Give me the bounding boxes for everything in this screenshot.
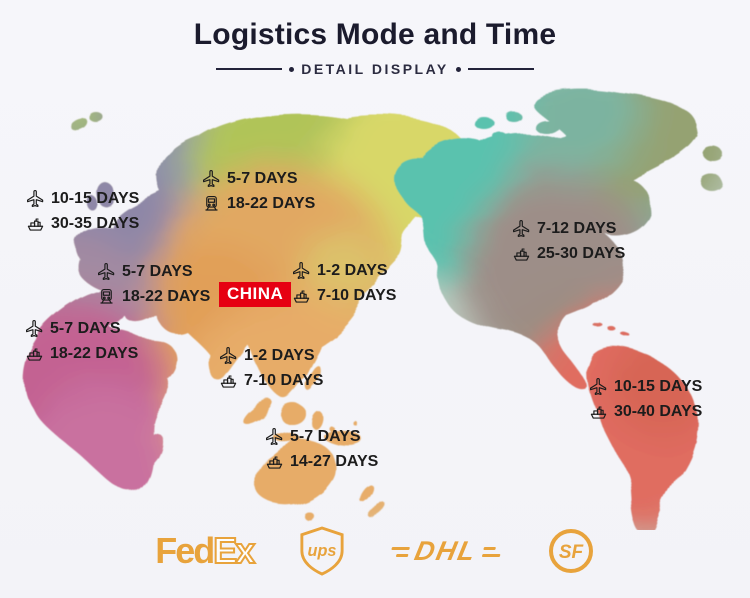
ups-wordmark: ups (308, 542, 337, 560)
air-days-text: 1-2 DAYS (317, 261, 388, 279)
air-days-text: 5-7 DAYS (50, 319, 121, 337)
sf-wordmark: SF (559, 542, 585, 563)
shipping-time-label-australia: 5-7 DAYS 14-27 DAYS (265, 424, 378, 474)
air-days-text: 10-15 DAYS (51, 189, 140, 207)
shipping-time-label-southeast-asia: 1-2 DAYS 7-10 DAYS (219, 343, 323, 393)
dhl-speed-lines-right (481, 546, 502, 556)
plane-icon (97, 262, 116, 281)
sf-express-logo: SF (548, 529, 593, 573)
dhl-speed-lines-left (390, 546, 411, 556)
header: Logistics Mode and Time DETAIL DISPLAY (0, 18, 750, 77)
plane-icon (202, 169, 221, 188)
shipping-time-label-europe: 10-15 DAYS 30-35 DAYS (26, 186, 139, 236)
air-days-text: 10-15 DAYS (614, 377, 703, 395)
sea-days-text: 7-10 DAYS (244, 371, 324, 389)
air-days-text: 5-7 DAYS (290, 427, 361, 445)
carrier-logos: FedEx ups DHL SF (0, 526, 750, 576)
shipping-time-label-south-america: 10-15 DAYS 30-40 DAYS (589, 374, 702, 424)
train-icon (202, 194, 221, 213)
ship-icon (512, 244, 531, 263)
dhl-logo: DHL (388, 535, 503, 566)
ship-icon (25, 344, 44, 363)
air-days-text: 7-12 DAYS (537, 219, 617, 237)
ship-icon (292, 286, 311, 305)
rail-days-text: 18-22 DAYS (122, 287, 211, 305)
ship-icon (265, 452, 284, 471)
plane-icon (292, 261, 311, 280)
plane-icon (512, 219, 531, 238)
subtitle-text: DETAIL DISPLAY (301, 61, 449, 77)
fedex-logo: FedEx (155, 530, 256, 571)
left-separator-dot (289, 66, 295, 72)
sea-days-text: 14-27 DAYS (290, 452, 379, 470)
plane-icon (589, 377, 608, 396)
shipping-time-label-central-asia: 5-7 DAYS 18-22 DAYS (97, 259, 210, 309)
rail-days-text: 18-22 DAYS (227, 194, 316, 212)
shipping-time-label-russia: 5-7 DAYS 18-22 DAYS (202, 166, 315, 216)
air-days-text: 1-2 DAYS (244, 346, 315, 364)
right-separator-line (467, 68, 534, 70)
ship-icon (589, 402, 608, 421)
fedex-wordmark-ex: Ex (212, 530, 256, 571)
left-separator-line (216, 68, 283, 70)
shipping-time-label-north-america: 7-12 DAYS 25-30 DAYS (512, 216, 625, 266)
ship-icon (26, 214, 45, 233)
fedex-wordmark-fed: Fed (155, 530, 215, 571)
plane-icon (25, 319, 44, 338)
shipping-time-label-africa: 5-7 DAYS 18-22 DAYS (25, 316, 138, 366)
world-map-art (22, 87, 722, 530)
sea-days-text: 30-35 DAYS (51, 214, 140, 232)
page-title: Logistics Mode and Time (193, 18, 557, 51)
air-days-text: 5-7 DAYS (227, 169, 298, 187)
sea-days-text: 30-40 DAYS (614, 402, 703, 420)
plane-icon (26, 189, 45, 208)
sea-days-text: 18-22 DAYS (50, 344, 139, 362)
shipping-time-label-japan-korea: 1-2 DAYS 7-10 DAYS (292, 258, 396, 308)
plane-icon (219, 346, 238, 365)
right-separator-dot (455, 66, 461, 72)
dhl-wordmark: DHL (412, 535, 481, 566)
china-origin-badge: CHINA (219, 282, 292, 307)
sea-days-text: 25-30 DAYS (537, 244, 626, 262)
air-days-text: 5-7 DAYS (122, 262, 193, 280)
subtitle: DETAIL DISPLAY (0, 61, 750, 77)
ship-icon (219, 371, 238, 390)
train-icon (97, 287, 116, 306)
sea-days-text: 7-10 DAYS (317, 286, 397, 304)
plane-icon (265, 427, 284, 446)
ups-logo: ups (300, 526, 344, 576)
world-map (0, 85, 750, 530)
